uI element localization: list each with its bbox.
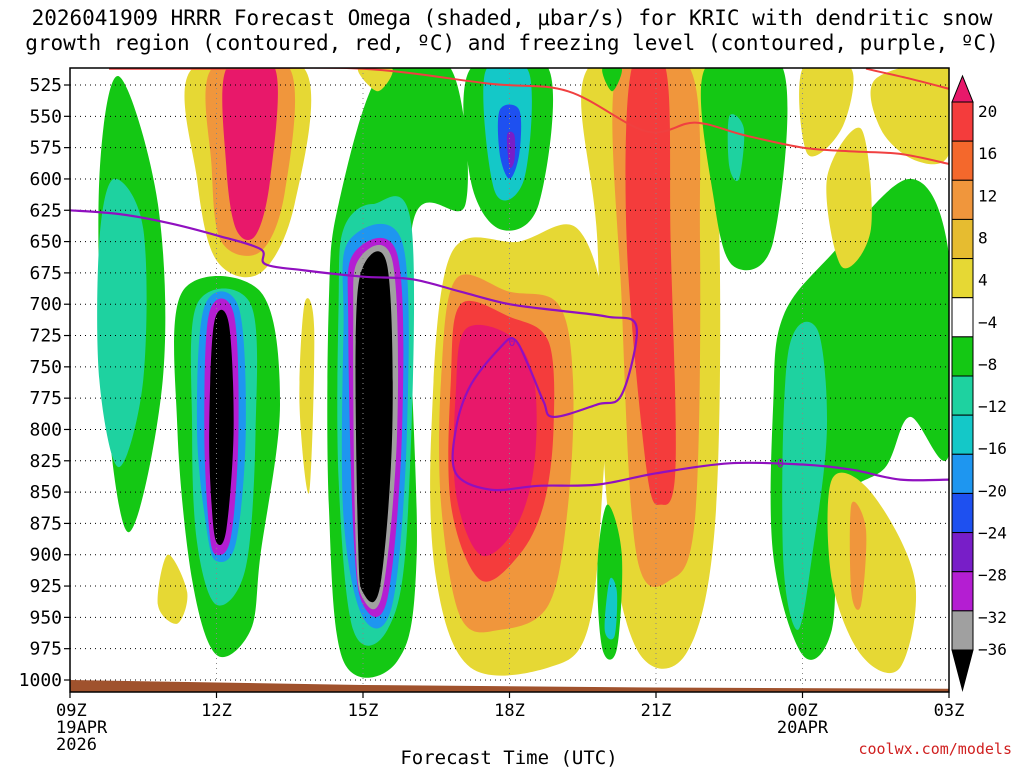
y-tick-label-725: 725 bbox=[29, 326, 62, 347]
y-tick-label-925: 925 bbox=[29, 576, 62, 597]
dendritic-growth-contour bbox=[109, 68, 949, 165]
freezing-level-contour bbox=[70, 209, 949, 492]
colorbar: 20 16 12 8 4 −4 −8 −12 −16 −20 −24 −28 −32 −36 bbox=[951, 74, 1007, 692]
contours: 00 bbox=[70, 68, 949, 492]
colorbar-label-6: −8 bbox=[978, 355, 997, 374]
y-tick-label-750: 750 bbox=[29, 357, 62, 378]
omega-region-1 bbox=[97, 178, 147, 468]
y-tick-label-525: 525 bbox=[29, 75, 62, 96]
omega-region-4 bbox=[222, 68, 278, 241]
y-tick-label-675: 675 bbox=[29, 263, 62, 284]
x-tick-label-18-0: 03Z bbox=[934, 701, 965, 721]
x-tick-label-9-0: 18Z bbox=[494, 701, 525, 721]
axes: 525 550 575 600 625 650 675 700 725 750 775 800 825 8… bbox=[19, 67, 965, 755]
omega-region-26 bbox=[625, 68, 676, 505]
y-tick-label-1000: 1000 bbox=[19, 670, 62, 691]
omega-region-35 bbox=[826, 127, 872, 269]
omega-region-19 bbox=[506, 131, 516, 168]
y-tick-label-700: 700 bbox=[29, 294, 62, 315]
terrain bbox=[70, 680, 949, 692]
omega-region-41 bbox=[358, 68, 393, 92]
y-tick-label-625: 625 bbox=[29, 200, 62, 221]
grid bbox=[70, 68, 949, 692]
y-tick-label-775: 775 bbox=[29, 388, 62, 409]
y-tick-label-800: 800 bbox=[29, 419, 62, 440]
colorbar-label-10: −24 bbox=[978, 524, 1007, 543]
omega-region-32 bbox=[770, 178, 949, 660]
contour-label-1: 0 bbox=[777, 456, 784, 470]
x-tick-label-0-1: 19APR bbox=[56, 718, 108, 738]
colorbar-bottom-arrow bbox=[951, 649, 974, 692]
dendritic-growth-contour-upper bbox=[865, 68, 949, 90]
y-tick-label-850: 850 bbox=[29, 482, 62, 503]
omega-region-9 bbox=[209, 309, 234, 546]
y-tick-label-875: 875 bbox=[29, 513, 62, 534]
credit-text: coolwx.com/models bbox=[858, 740, 1012, 758]
colorbar-label-8: −16 bbox=[978, 439, 1007, 458]
chart-title-line-2: growth region (contoured, red, ºC) and f… bbox=[25, 31, 999, 55]
colorbar-label-7: −12 bbox=[978, 397, 1007, 416]
omega-region-27 bbox=[602, 68, 622, 92]
colorbar-label-12: −32 bbox=[978, 608, 1007, 627]
colorbar-swatch-6 bbox=[951, 297, 974, 338]
x-tick-label-3-0: 12Z bbox=[201, 701, 232, 721]
colorbar-swatch-3 bbox=[951, 179, 974, 220]
omega-region-40 bbox=[299, 298, 315, 494]
omega-region-29 bbox=[604, 577, 618, 640]
y-tick-label-950: 950 bbox=[29, 607, 62, 628]
omega-region-39 bbox=[157, 554, 188, 624]
colorbar-swatch-13 bbox=[951, 571, 974, 612]
chart-title-line-1: 2026041909 HRRR Forecast Omega (shaded, … bbox=[31, 6, 993, 30]
omega-shading bbox=[97, 68, 949, 678]
x-tick-label-0-2: 2026 bbox=[56, 735, 97, 755]
y-tick-label-575: 575 bbox=[29, 138, 62, 159]
omega-region-15 bbox=[355, 251, 393, 603]
colorbar-label-9: −20 bbox=[978, 481, 1007, 500]
colorbar-label-3: 8 bbox=[978, 228, 988, 247]
chart-title: 2026041909 HRRR Forecast Omega (shaded, … bbox=[0, 6, 1024, 56]
colorbar-label-1: 16 bbox=[978, 144, 997, 163]
colorbar-swatch-9 bbox=[951, 414, 974, 455]
y-tick-label-550: 550 bbox=[29, 106, 62, 127]
colorbar-swatch-8 bbox=[951, 375, 974, 416]
colorbar-swatch-11 bbox=[951, 492, 974, 534]
contour-label-0: 0 bbox=[508, 335, 515, 349]
omega-region-38 bbox=[849, 501, 867, 610]
omega-region-30 bbox=[700, 68, 788, 271]
x-tick-label-12-0: 21Z bbox=[641, 701, 672, 721]
omega-region-33 bbox=[782, 321, 828, 630]
omega-region-23 bbox=[453, 324, 537, 557]
colorbar-swatch-12 bbox=[951, 532, 974, 573]
colorbar-label-11: −28 bbox=[978, 566, 1007, 585]
colorbar-label-2: 12 bbox=[978, 186, 997, 205]
x-tick-label-15-1: 20APR bbox=[777, 718, 829, 738]
y-tick-label-825: 825 bbox=[29, 451, 62, 472]
x-tick-label-15-0: 00Z bbox=[787, 701, 818, 721]
colorbar-swatch-4 bbox=[951, 218, 974, 260]
colorbar-swatch-1 bbox=[951, 101, 974, 142]
colorbar-top-arrow bbox=[951, 74, 974, 103]
colorbar-swatch-7 bbox=[951, 336, 974, 377]
omega-region-34 bbox=[799, 68, 854, 157]
colorbar-swatch-10 bbox=[951, 453, 974, 494]
colorbar-swatch-14 bbox=[951, 610, 974, 651]
x-axis-label: Forecast Time (UTC) bbox=[400, 747, 617, 768]
colorbar-swatch-2 bbox=[951, 140, 974, 181]
omega-region-36 bbox=[870, 68, 949, 165]
colorbar-swatch-5 bbox=[951, 258, 974, 299]
omega-region-37 bbox=[827, 472, 917, 674]
x-tick-label-0-0: 09Z bbox=[56, 701, 87, 721]
y-tick-label-900: 900 bbox=[29, 545, 62, 566]
y-tick-label-975: 975 bbox=[29, 639, 62, 660]
colorbar-label-0: 20 bbox=[978, 102, 997, 121]
y-tick-label-650: 650 bbox=[29, 232, 62, 253]
terrain-surface bbox=[70, 680, 949, 692]
y-tick-label-600: 600 bbox=[29, 169, 62, 190]
colorbar-label-5: −4 bbox=[978, 313, 997, 332]
colorbar-label-4: 4 bbox=[978, 271, 988, 290]
colorbar-label-13: −36 bbox=[978, 640, 1007, 659]
x-tick-label-6-0: 15Z bbox=[348, 701, 379, 721]
